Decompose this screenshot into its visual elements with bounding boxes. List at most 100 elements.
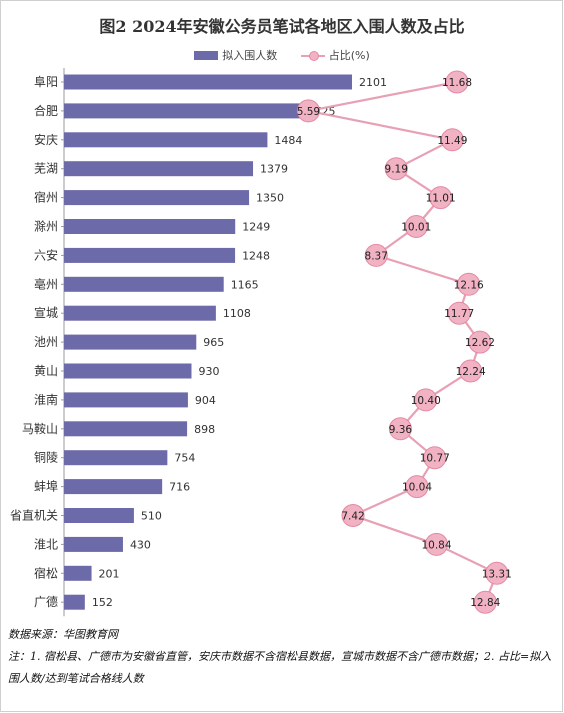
bar-value-label: 1108 — [223, 307, 251, 320]
bar — [64, 74, 352, 90]
ratio-value-label: 10.84 — [421, 539, 451, 551]
ratio-point — [424, 532, 448, 556]
bar-value-label: 1350 — [256, 192, 284, 205]
category-label: 淮南 — [34, 392, 58, 407]
category-label: 池州 — [34, 335, 58, 349]
ratio-point — [384, 157, 408, 181]
bar-value-label: 201 — [99, 567, 120, 580]
ratio-point — [473, 590, 497, 614]
bar — [64, 132, 268, 148]
category-label: 阜阳 — [34, 75, 58, 89]
ratio-point — [423, 446, 447, 470]
bar — [64, 190, 250, 206]
bar — [64, 392, 188, 408]
ratio-point — [429, 186, 453, 210]
category-label: 宿松 — [34, 565, 58, 580]
bar — [64, 334, 197, 350]
bar — [64, 421, 188, 437]
ratio-point — [388, 417, 412, 441]
bar — [64, 479, 163, 495]
ratio-value-label: 8.37 — [365, 250, 388, 262]
chart-title: 图2 2024年安徽公务员笔试各地区入围人数及占比 — [99, 17, 465, 36]
ratio-value-label: 11.49 — [437, 135, 467, 147]
bar-value-label: 904 — [195, 394, 216, 407]
ratio-value-label: 10.40 — [411, 395, 441, 407]
bar — [64, 276, 224, 292]
bar-value-label: 754 — [174, 452, 195, 465]
legend-bar-label: 拟入围人数 — [222, 49, 278, 62]
source-note: 数据来源：华图教育网 — [8, 628, 118, 641]
ratio-point — [404, 215, 428, 238]
category-label: 宣城 — [34, 305, 58, 320]
ratio-value-label: 12.16 — [454, 279, 484, 291]
category-label: 安庆 — [34, 132, 58, 147]
ratio-point — [485, 561, 509, 585]
bar — [64, 450, 168, 466]
ratio-value-label: 9.19 — [385, 164, 408, 176]
legend-bar-swatch — [194, 50, 219, 60]
bar — [64, 219, 236, 234]
bar-value-label: 510 — [141, 510, 162, 523]
category-label: 亳州 — [34, 276, 58, 291]
bar — [64, 247, 236, 263]
ratio-point — [457, 272, 481, 296]
ratio-value-label: 12.62 — [465, 337, 495, 349]
ratio-point — [445, 70, 469, 94]
bar — [64, 508, 134, 523]
bar — [64, 103, 301, 119]
bar — [64, 363, 192, 379]
bar-value-label: 2101 — [359, 76, 387, 89]
ratio-value-label: 9.36 — [389, 424, 413, 436]
chart-notes: 数据来源：华图教育网 注：1. 宿松县、广德市为安徽省直管，安庆市数据不含宿松县… — [8, 624, 556, 690]
category-label: 蚌埠 — [34, 480, 58, 494]
category-label: 滁州 — [34, 219, 58, 234]
ratio-point — [341, 504, 365, 527]
category-label: 宿州 — [34, 190, 58, 205]
ratio-point — [405, 475, 429, 499]
bar-value-label: 898 — [194, 423, 215, 436]
ratio-value-label: 13.31 — [482, 568, 512, 580]
bar-value-label: 1165 — [231, 278, 259, 291]
bar-value-label: 716 — [169, 481, 190, 494]
bar — [64, 536, 123, 552]
bar — [64, 565, 92, 581]
category-label: 省直机关 — [10, 509, 58, 523]
category-label: 合肥 — [34, 103, 58, 118]
ratio-point — [447, 301, 471, 325]
ratio-value-label: 7.42 — [341, 511, 364, 523]
ratio-value-label: 12.84 — [470, 597, 500, 609]
legend-item-bar: 拟入围人数 — [194, 47, 277, 63]
bar-value-label: 965 — [203, 336, 224, 349]
bar-value-label: 1484 — [274, 134, 302, 147]
category-label: 六安 — [34, 247, 58, 262]
bar-value-label: 430 — [130, 538, 151, 551]
bar-value-label: 152 — [92, 596, 113, 609]
bar — [64, 161, 254, 177]
ratio-value-label: 12.24 — [456, 366, 486, 378]
legend-item-line: 占比(%) — [300, 47, 370, 63]
category-label: 马鞍山 — [22, 421, 58, 436]
ratio-value-label: 10.77 — [420, 453, 450, 465]
footnote: 注：1. 宿松县、广德市为安徽省直管，安庆市数据不含宿松县数据，宣城市数据不含广… — [8, 650, 552, 685]
ratio-point — [364, 243, 388, 267]
bar-value-label: 1248 — [242, 249, 270, 262]
bar-value-label: 1249 — [242, 221, 270, 234]
ratio-point — [296, 99, 320, 123]
category-label: 黄山 — [34, 364, 58, 378]
bar-value-label: 1379 — [260, 163, 288, 176]
ratio-point — [414, 388, 438, 412]
legend-line-label: 占比(%) — [328, 49, 370, 62]
ratio-value-label: 10.04 — [402, 482, 432, 494]
ratio-value-label: 5.59 — [297, 106, 320, 118]
ratio-value-label: 11.68 — [442, 77, 472, 89]
ratio-point — [468, 330, 492, 354]
legend-line-swatch — [300, 50, 325, 61]
ratio-value-label: 11.01 — [426, 193, 456, 205]
chart-legend: 拟入围人数 占比(%) — [0, 47, 564, 63]
category-label: 广德 — [34, 594, 58, 609]
bar — [64, 594, 85, 610]
ratio-point — [459, 359, 483, 383]
